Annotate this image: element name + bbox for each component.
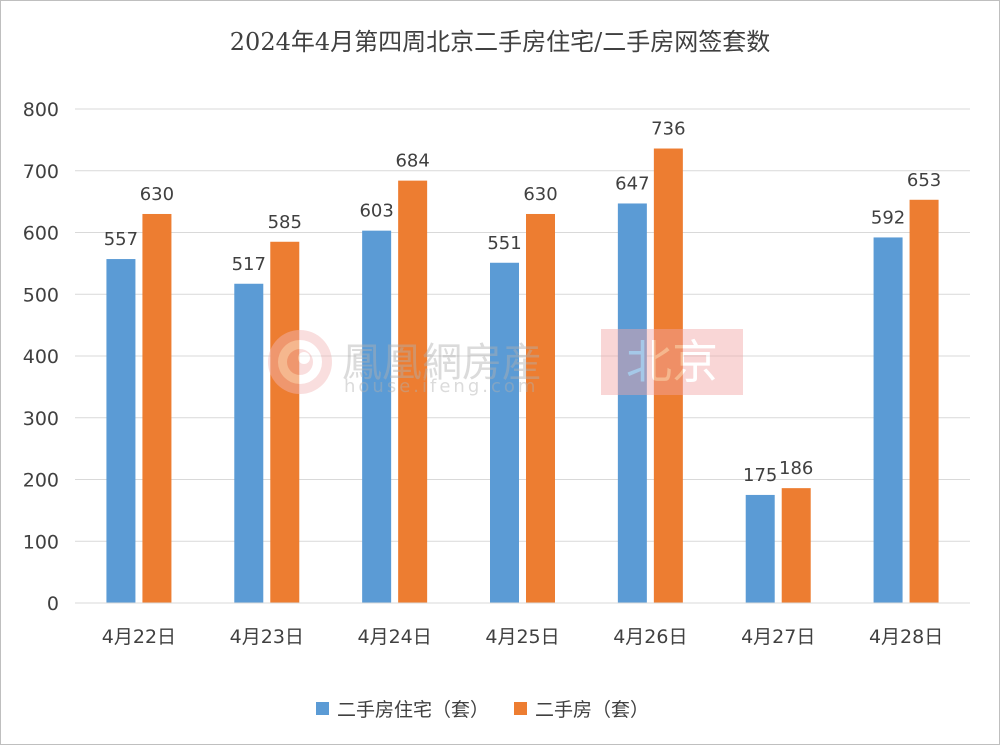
bar-total (781, 488, 811, 603)
x-tick-label: 4月24日 (358, 626, 432, 648)
y-tick-label: 200 (23, 470, 59, 492)
y-tick-label: 700 (23, 161, 59, 183)
data-label: 557 (104, 229, 138, 250)
chart-title: 2024年4月第四周北京二手房住宅/二手房网签套数 (230, 28, 770, 56)
x-tick-label: 4月22日 (102, 626, 176, 648)
bar-total (909, 199, 939, 603)
x-tick-label: 4月25日 (485, 626, 559, 648)
data-label: 603 (359, 201, 393, 222)
bar-total (398, 180, 428, 603)
x-tick-label: 4月23日 (230, 626, 304, 648)
y-axis: 0 100 200 300 400 500 600 700 800 (23, 99, 59, 615)
legend-swatch (514, 702, 527, 715)
data-label: 630 (140, 184, 174, 205)
y-tick-label: 600 (23, 223, 59, 245)
bar-residential (873, 237, 903, 603)
x-tick-label: 4月28日 (869, 626, 943, 648)
bar-total (526, 213, 555, 603)
y-tick-label: 100 (23, 531, 59, 553)
watermark-url: house.ifeng.com (344, 376, 538, 397)
bar-total (653, 148, 683, 603)
data-label: 585 (268, 212, 302, 233)
watermark-city-box (601, 329, 743, 395)
bar-residential (106, 259, 136, 603)
bars (106, 148, 939, 604)
bar-total (142, 213, 172, 603)
x-axis: 4月22日 4月23日 4月24日 4月25日 4月26日 4月27日 4月28日 (75, 602, 970, 648)
y-tick-label: 0 (47, 593, 59, 615)
legend-label: 二手房住宅（套） (337, 699, 489, 721)
legend-label: 二手房（套） (535, 699, 649, 721)
data-label: 592 (871, 207, 905, 228)
y-tick-label: 300 (23, 408, 59, 430)
watermark-city: 北京 (626, 335, 718, 389)
ifeng-logo-icon (268, 330, 332, 394)
data-label: 630 (523, 184, 557, 205)
y-tick-label: 500 (23, 284, 59, 306)
ifeng-watermark: 鳳凰網房産 house.ifeng.com 北京 (268, 329, 743, 397)
y-tick-label: 800 (23, 99, 59, 121)
bar-total (270, 241, 300, 603)
bar-residential (490, 262, 519, 603)
data-label: 647 (615, 173, 649, 194)
x-tick-label: 4月27日 (741, 626, 815, 648)
bar-residential (234, 283, 264, 603)
data-label: 736 (651, 119, 685, 140)
legend: 二手房住宅（套） 二手房（套） (316, 699, 649, 721)
bar-residential (362, 230, 392, 603)
data-label: 653 (907, 170, 941, 191)
data-label: 684 (395, 151, 429, 172)
data-label: 175 (743, 465, 777, 486)
data-label: 551 (487, 233, 521, 254)
bar-residential (617, 203, 647, 604)
bar-residential (745, 494, 775, 603)
data-label: 517 (232, 254, 266, 275)
data-label: 186 (779, 458, 813, 479)
x-tick-label: 4月26日 (613, 626, 687, 648)
legend-swatch (316, 702, 329, 715)
watermark-brand: 鳳凰網房産 (342, 340, 542, 386)
y-tick-label: 400 (23, 346, 59, 368)
